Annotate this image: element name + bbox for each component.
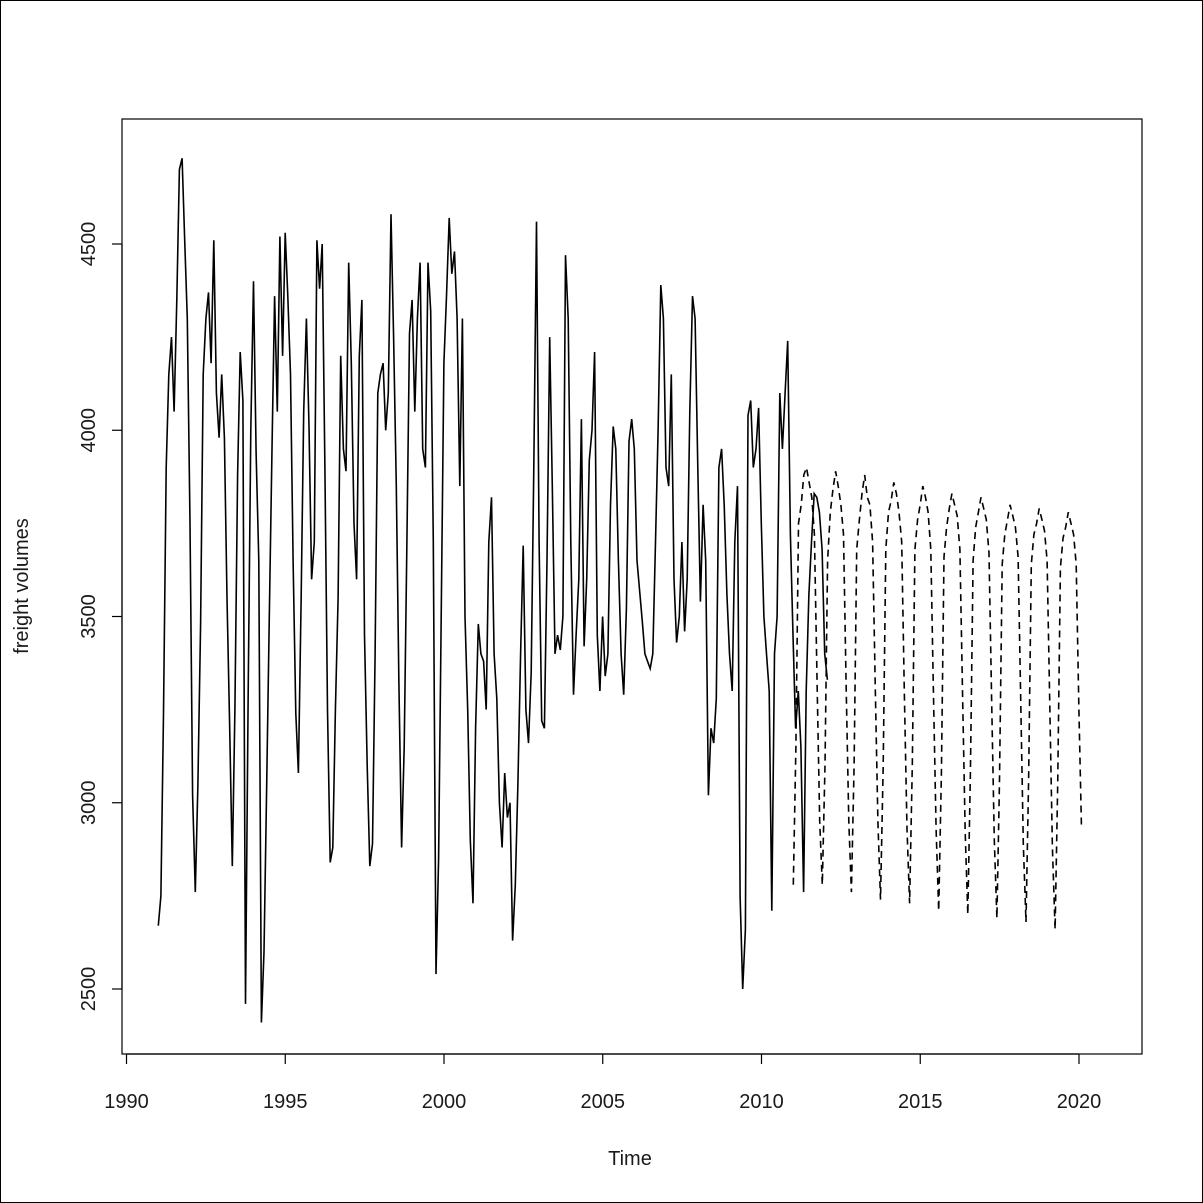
- y-tick-label-3500: 3500: [78, 594, 100, 639]
- x-axis: 1990 1995 2000 2005 2010 2015 2020: [104, 1053, 1102, 1113]
- series-line-2: [792, 464, 1083, 930]
- x-tick-label-2005: 2005: [581, 1091, 626, 1113]
- y-tick-label-4500: 4500: [78, 222, 100, 267]
- y-tick-label-3000: 3000: [78, 781, 100, 826]
- x-tick-label-2000: 2000: [422, 1091, 467, 1113]
- x-tick-label-2010: 2010: [739, 1091, 784, 1113]
- y-axis-title: freight volumes: [11, 518, 33, 654]
- series-line-1: [157, 158, 829, 1023]
- x-tick-label-2015: 2015: [898, 1091, 943, 1113]
- x-tick-label-1995: 1995: [263, 1091, 308, 1113]
- y-axis: 2500 3000 3500 4000 4500: [78, 222, 123, 1012]
- y-tick-label-4000: 4000: [78, 408, 100, 453]
- series-layer: [157, 158, 1083, 1023]
- y-tick-label-2500: 2500: [78, 967, 100, 1012]
- x-tick-label-1990: 1990: [104, 1091, 149, 1113]
- x-axis-title: Time: [608, 1148, 652, 1170]
- x-tick-label-2020: 2020: [1057, 1091, 1102, 1113]
